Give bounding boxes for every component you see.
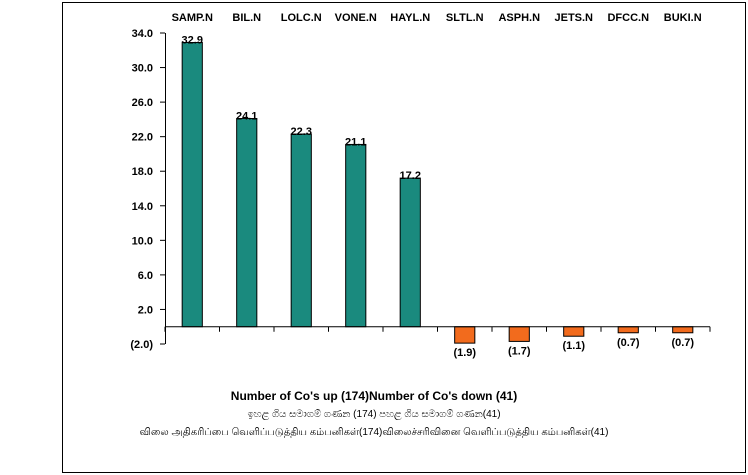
y-tick-label: 30.0 [132,63,153,75]
y-tick-label: 18.0 [132,166,153,178]
category-label: BIL.N [232,12,261,24]
y-tick-label: 10.0 [132,235,153,247]
category-label: ASPH.N [498,12,540,24]
bar-lolc-n [290,133,312,328]
data-label: (1.1) [562,340,585,352]
y-tick-label: 26.0 [132,97,153,109]
footer-counts-english: Number of Co's up (174)Number of Co's do… [230,389,518,403]
y-tick-label: 6.0 [138,270,153,282]
category-label: BUKI.N [664,12,702,24]
category-label: SAMP.N [172,12,213,24]
category-label: JETS.N [554,12,593,24]
bar-hayl-n [399,177,421,328]
data-label: (1.7) [508,345,531,357]
chart-border [62,2,746,473]
data-label: (1.9) [453,347,476,359]
footer-counts-tamil: விலை அதிகரிப்பை வெளிப்படுத்திய கம்பனிகள்… [139,427,609,438]
category-label: VONE.N [335,12,377,24]
y-tick-label: 2.0 [138,304,153,316]
bar-sltl-n [454,326,476,344]
category-label: SLTL.N [446,12,484,24]
data-label: (0.7) [671,337,694,349]
category-label: LOLC.N [281,12,322,24]
bar-dfcc-n [617,326,639,334]
category-label: HAYL.N [390,12,430,24]
bar-asph-n [508,326,530,342]
data-label: (0.7) [617,337,640,349]
bar-buki-n [672,326,694,334]
data-label: 21.1 [345,136,366,148]
data-label: 24.1 [236,111,257,123]
category-label: DFCC.N [607,12,649,24]
bar-bil-n [236,118,258,328]
bar-jets-n [563,326,585,337]
y-tick-label: (2.0) [130,339,153,351]
bar-vone-n [345,143,367,328]
y-tick-label: 34.0 [132,28,153,40]
data-label: 22.3 [291,126,312,138]
data-label: 17.2 [400,170,421,182]
bar-samp-n [181,42,203,328]
y-tick-label: 14.0 [132,201,153,213]
footer-counts-sinhala: ඉහළ ගිය සමාගම් ගණන (174) පහළ ගිය සමාගම් … [247,409,501,420]
data-label: 32.9 [182,35,203,47]
y-tick-label: 22.0 [132,132,153,144]
